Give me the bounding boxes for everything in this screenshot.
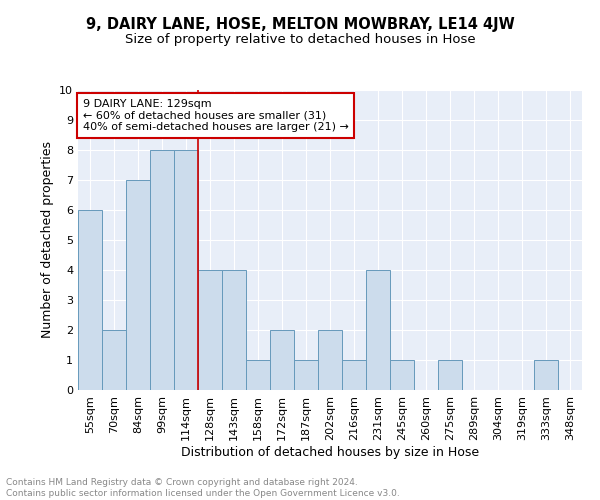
Text: 9 DAIRY LANE: 129sqm
← 60% of detached houses are smaller (31)
40% of semi-detac: 9 DAIRY LANE: 129sqm ← 60% of detached h… — [83, 99, 349, 132]
Y-axis label: Number of detached properties: Number of detached properties — [41, 142, 53, 338]
Bar — [198, 270, 222, 390]
Text: Contains HM Land Registry data © Crown copyright and database right 2024.
Contai: Contains HM Land Registry data © Crown c… — [6, 478, 400, 498]
Bar — [102, 330, 126, 390]
Bar — [294, 360, 318, 390]
Bar — [438, 360, 462, 390]
Bar — [390, 360, 414, 390]
Bar — [78, 210, 102, 390]
Bar — [270, 330, 294, 390]
Bar — [174, 150, 198, 390]
Bar — [534, 360, 558, 390]
Bar — [126, 180, 150, 390]
Text: Size of property relative to detached houses in Hose: Size of property relative to detached ho… — [125, 32, 475, 46]
X-axis label: Distribution of detached houses by size in Hose: Distribution of detached houses by size … — [181, 446, 479, 458]
Text: 9, DAIRY LANE, HOSE, MELTON MOWBRAY, LE14 4JW: 9, DAIRY LANE, HOSE, MELTON MOWBRAY, LE1… — [86, 18, 514, 32]
Bar — [150, 150, 174, 390]
Bar — [222, 270, 246, 390]
Bar — [342, 360, 366, 390]
Bar — [318, 330, 342, 390]
Bar — [366, 270, 390, 390]
Bar — [246, 360, 270, 390]
